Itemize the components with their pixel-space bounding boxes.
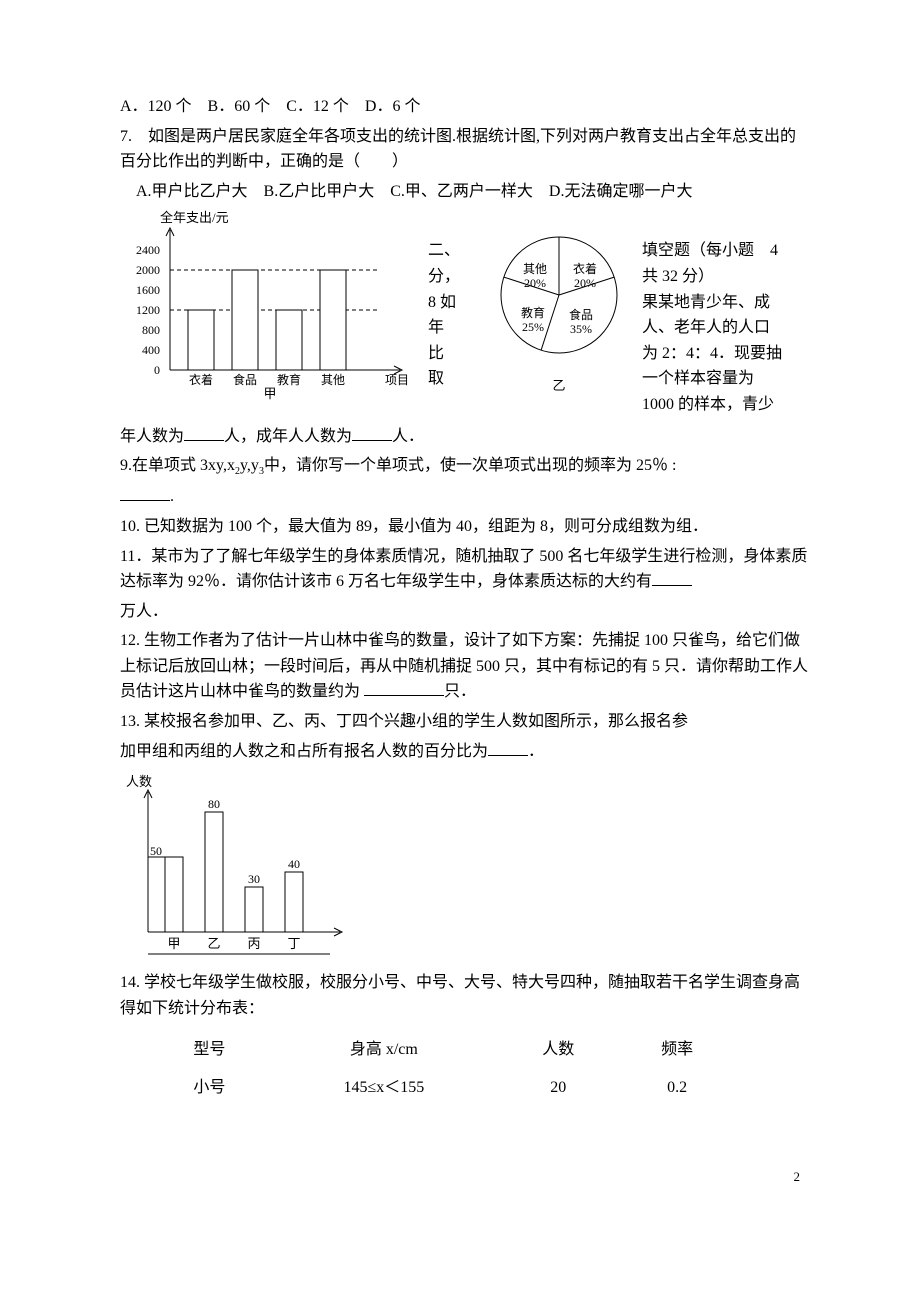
q9-b: y,y [240, 457, 259, 474]
pie-svg: 衣着 20% 食品 35% 教育 25% 其他 20% 乙 [484, 210, 634, 400]
c13-c4: 丁 [287, 936, 300, 951]
pie-v1: 20% [574, 276, 596, 290]
td-2: 20 [499, 1069, 618, 1107]
q9-c: 中，请你写一个单项式，使一次单项式出现的频率为 25％ : [264, 457, 676, 474]
pie-l2: 食品 [569, 307, 593, 322]
th-0: 型号 [150, 1031, 269, 1069]
q6-options: A．120 个 B．60 个 C．12 个 D．6 个 [120, 94, 810, 120]
q7-prompt: 7. 如图是两户居民家庭全年各项支出的统计图.根据统计图,下列对两户教育支出占全… [120, 124, 810, 175]
r-b: 共 32 分） [642, 264, 810, 290]
pie-v3: 25% [522, 320, 544, 334]
tick-400: 400 [142, 343, 160, 357]
c13-v3: 30 [248, 872, 260, 886]
th-3: 频率 [618, 1031, 737, 1069]
cat-3: 教育 [277, 372, 301, 387]
c13-ylabel: 人数 [126, 774, 152, 789]
q11-tail: 万人． [120, 599, 810, 625]
q9-a: 9.在单项式 3xy,x [120, 457, 235, 474]
pie-l1: 衣着 [573, 261, 597, 276]
cat-2: 食品 [233, 372, 257, 387]
q11: 11．某市为了了解七年级学生的身体素质情况，随机抽取了 500 名七年级学生进行… [120, 544, 810, 595]
c13-c3: 丙 [247, 936, 260, 951]
bar-y-label: 全年支出/元 [160, 210, 229, 225]
pie-l3: 教育 [521, 305, 545, 320]
cat-4: 其他 [321, 373, 345, 387]
r-d: 人、老年人的人口 [642, 315, 810, 341]
c13-v2: 80 [208, 797, 220, 811]
q7-pie-chart: 衣着 20% 食品 35% 教育 25% 其他 20% 乙 [484, 210, 634, 400]
td-0: 小号 [150, 1069, 269, 1107]
td-1: 145≤x＜155 [269, 1069, 499, 1107]
tick-2400: 2400 [136, 243, 160, 257]
tick-0: 0 [154, 363, 160, 377]
bar-chart-svg: 全年支出/元 0 400 800 1200 1600 2000 2400 衣着 [120, 210, 410, 400]
c13-v1: 50 [150, 844, 162, 858]
pie-title: 乙 [552, 378, 565, 393]
q7-charts-wrap: 全年支出/元 0 400 800 1200 1600 2000 2400 衣着 [120, 210, 810, 417]
q13-a: 13. 某校报名参加甲、乙、丙、丁四个兴趣小组的学生人数如图所示，那么报名参 [120, 709, 810, 735]
td-3: 0.2 [618, 1069, 737, 1107]
q10: 10. 已知数据为 100 个，最大值为 89，最小值为 40，组距为 8，则可… [120, 514, 810, 540]
table-row: 小号 145≤x＜155 20 0.2 [150, 1069, 737, 1107]
mid-f: 取 [428, 366, 468, 392]
q12-b: 只． [444, 683, 476, 700]
q7-bar-chart: 全年支出/元 0 400 800 1200 1600 2000 2400 衣着 [120, 210, 410, 400]
tick-2000: 2000 [136, 263, 160, 277]
q9: 9.在单项式 3xy,x2y,y3中，请你写一个单项式，使一次单项式出现的频率为… [120, 453, 810, 480]
r-g: 1000 的样本，青少 [642, 392, 810, 418]
mid-e: 比 [428, 341, 468, 367]
tick-1600: 1600 [136, 283, 160, 297]
r-c: 果某地青少年、成 [642, 290, 810, 316]
q8-tail: 年人数为人，成年人人数为人． [120, 424, 810, 450]
r-a: 填空题（每小题 4 [642, 238, 810, 264]
mid-c: 8 如 [428, 290, 468, 316]
table-header-row: 型号 身高 x/cm 人数 频率 [150, 1031, 737, 1069]
bar-subtitle: 甲 [263, 386, 276, 400]
c13-c1: 甲 [167, 936, 180, 951]
tick-1200: 1200 [136, 303, 160, 317]
cat-1: 衣着 [189, 372, 213, 387]
freq-table: 型号 身高 x/cm 人数 频率 小号 145≤x＜155 20 0.2 [150, 1031, 737, 1106]
r-f: 一个样本容量为 [642, 366, 810, 392]
q13-chart: 人数 50 80 30 40 甲 乙 丙 丁 [120, 772, 810, 962]
mid-a: 二、 [428, 238, 468, 264]
th-2: 人数 [499, 1031, 618, 1069]
x-axis-label: 项目 [385, 373, 409, 387]
c13-v4: 40 [288, 857, 300, 871]
q7-options: A.甲户比乙户大 B.乙户比甲户大 C.甲、乙两户一样大 D.无法确定哪一户大 [120, 179, 810, 205]
page-number: 2 [120, 1167, 810, 1188]
q9-blank: . [120, 484, 810, 510]
pie-v4: 20% [524, 276, 546, 290]
pie-v2: 35% [570, 322, 592, 336]
mid-d: 年 [428, 315, 468, 341]
mid-b: 分， [428, 264, 468, 290]
tick-800: 800 [142, 323, 160, 337]
r-e: 为 2：4：4．现要抽 [642, 341, 810, 367]
pie-l4: 其他 [523, 262, 547, 276]
q13-b: 加甲组和丙组的人数之和占所有报名人数的百分比为． [120, 739, 810, 765]
q12: 12. 生物工作者为了估计一片山林中雀鸟的数量，设计了如下方案：先捕捉 100 … [120, 628, 810, 705]
chart13-svg: 人数 50 80 30 40 甲 乙 丙 丁 [120, 772, 350, 962]
right-col: 填空题（每小题 4 共 32 分） 果某地青少年、成 人、老年人的人口 为 2：… [642, 210, 810, 417]
q14: 14. 学校七年级学生做校服，校服分小号、中号、大号、特大号四种，随抽取若干名学… [120, 970, 810, 1021]
mid-col: 二、 分， 8 如 年 比 取 [428, 210, 468, 392]
th-1: 身高 x/cm [269, 1031, 499, 1069]
c13-c2: 乙 [207, 936, 220, 951]
